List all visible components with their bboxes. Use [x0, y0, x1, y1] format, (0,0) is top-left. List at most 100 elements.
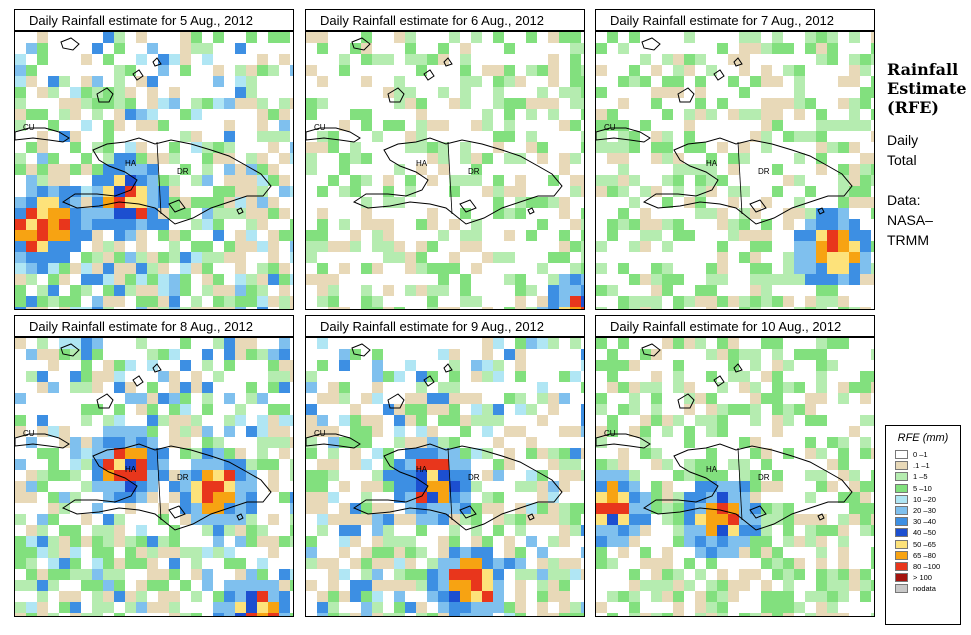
rainfall-cell: [596, 241, 607, 252]
rainfall-cell: [581, 109, 584, 120]
rainfall-cell: [339, 613, 350, 616]
rainfall-cell: [394, 602, 405, 613]
rainfall-cell: [482, 558, 493, 569]
rainfall-cell: [640, 54, 651, 65]
rainfall-cell: [482, 492, 493, 503]
rainfall-cell: [728, 525, 739, 536]
rainfall-cell: [136, 76, 147, 87]
rainfall-cell: [427, 613, 438, 616]
rainfall-cell: [761, 65, 772, 76]
rainfall-cell: [750, 241, 761, 252]
rainfall-cell: [147, 459, 158, 470]
rainfall-cell: [783, 602, 794, 613]
rainfall-cell: [471, 602, 482, 613]
rainfall-cell: [695, 175, 706, 186]
rainfall-cell: [629, 307, 640, 309]
rainfall-cell: [279, 492, 290, 503]
rainfall-cell: [268, 65, 279, 76]
rainfall-cell: [504, 208, 515, 219]
rainfall-cell: [394, 98, 405, 109]
rainfall-cell: [471, 76, 482, 87]
rainfall-cell: [48, 186, 59, 197]
rainfall-cell: [15, 120, 26, 131]
rainfall-cell: [860, 580, 871, 591]
rainfall-cell: [202, 349, 213, 360]
rainfall-cell: [849, 142, 860, 153]
legend-item: 80 –100: [886, 561, 960, 572]
island-outline: [152, 363, 162, 373]
rainfall-cell: [581, 448, 584, 459]
island-outline: [152, 57, 162, 67]
rainfall-cell: [48, 613, 59, 616]
rainfall-cell: [860, 197, 871, 208]
rainfall-cell: [103, 459, 114, 470]
rainfall-cell: [169, 142, 180, 153]
rainfall-cell: [191, 569, 202, 580]
rainfall-cell: [224, 591, 235, 602]
legend-label: 65 –80: [913, 550, 936, 560]
rainfall-cell: [449, 349, 460, 360]
rainfall-cell: [805, 448, 816, 459]
rainfall-cell: [317, 219, 328, 230]
rainfall-cell: [515, 514, 526, 525]
rainfall-cell: [460, 175, 471, 186]
rainfall-cell: [607, 349, 618, 360]
rainfall-cell: [460, 285, 471, 296]
rainfall-cell: [103, 120, 114, 131]
rainfall-cell: [213, 252, 224, 263]
rainfall-cell: [739, 109, 750, 120]
rainfall-cell: [838, 525, 849, 536]
rainfall-cell: [673, 65, 684, 76]
rainfall-cell: [81, 448, 92, 459]
rainfall-cell: [350, 558, 361, 569]
rainfall-cell: [15, 98, 26, 109]
rainfall-cell: [471, 153, 482, 164]
rainfall-cell: [383, 186, 394, 197]
rainfall-cell: [317, 98, 328, 109]
rainfall-cell: [257, 54, 268, 65]
rainfall-cell: [213, 448, 224, 459]
rainfall-cell: [372, 131, 383, 142]
rainfall-cell: [180, 338, 191, 349]
rainfall-cell: [169, 569, 180, 580]
rainfall-cell: [739, 153, 750, 164]
rainfall-cell: [838, 393, 849, 404]
rainfall-cell: [607, 481, 618, 492]
rainfall-cell: [581, 349, 584, 360]
rainfall-cell: [629, 219, 640, 230]
rainfall-cell: [559, 602, 570, 613]
rainfall-cell: [772, 32, 783, 43]
rainfall-cell: [328, 437, 339, 448]
rainfall-cell: [460, 296, 471, 307]
rainfall-cell: [92, 470, 103, 481]
rainfall-cell: [640, 230, 651, 241]
rainfall-cell: [202, 580, 213, 591]
rainfall-cell: [618, 459, 629, 470]
rainfall-cell: [202, 404, 213, 415]
rainfall-cell: [662, 580, 673, 591]
rainfall-cell: [427, 175, 438, 186]
rainfall-cell: [629, 426, 640, 437]
rainfall-cell: [559, 514, 570, 525]
rainfall-cell: [268, 536, 279, 547]
rainfall-cell: [158, 186, 169, 197]
rainfall-cell: [449, 98, 460, 109]
rainfall-cell: [15, 338, 26, 349]
rainfall-cell: [581, 241, 584, 252]
rainfall-cell: [581, 360, 584, 371]
rainfall-cell: [70, 307, 81, 309]
rainfall-cell: [526, 437, 537, 448]
rainfall-cell: [427, 569, 438, 580]
rainfall-cell: [761, 131, 772, 142]
rainfall-cell: [136, 142, 147, 153]
rainfall-cell: [394, 536, 405, 547]
rainfall-cell: [405, 54, 416, 65]
rainfall-cell: [361, 153, 372, 164]
panel-title-aug9: Daily Rainfall estimate for 9 Aug., 2012: [305, 315, 585, 337]
rainfall-cell: [706, 371, 717, 382]
rainfall-cell: [339, 536, 350, 547]
rainfall-cell: [169, 470, 180, 481]
rainfall-cell: [794, 404, 805, 415]
rainfall-cell: [202, 393, 213, 404]
rainfall-cell: [328, 459, 339, 470]
